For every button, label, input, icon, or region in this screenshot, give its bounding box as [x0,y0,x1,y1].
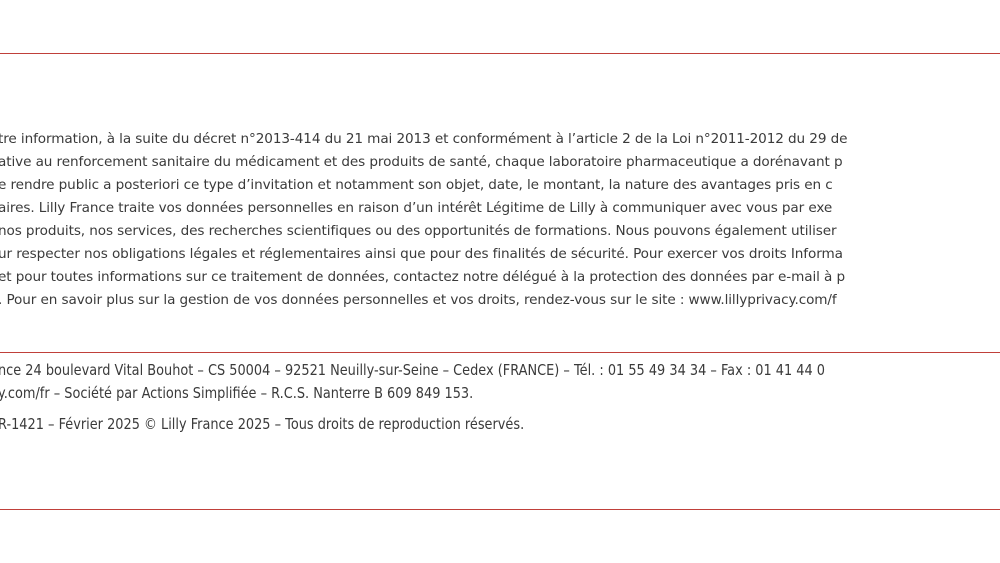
body-line: tre information, à la suite du décret n°… [0,131,848,147]
top-divider [0,53,1000,54]
company-registration: y.com/fr – Société par Actions Simplifié… [0,384,474,402]
bottom-divider [0,509,1000,510]
company-address: nce 24 boulevard Vital Bouhot – CS 50004… [0,361,826,379]
middle-divider [0,352,1000,353]
body-line: nos produits, nos services, des recherch… [0,223,837,239]
body-line: et pour toutes informations sur ce trait… [0,269,846,285]
copyright-line: R-1421 – Février 2025 © Lilly France 202… [0,415,525,433]
body-line: ative au renforcement sanitaire du médic… [0,154,843,170]
body-line: e rendre public a posteriori ce type d’i… [0,177,833,193]
body-line: . Pour en savoir plus sur la gestion de … [0,292,837,308]
body-line: aires. Lilly France traite vos données p… [0,200,833,216]
body-line: ur respecter nos obligations légales et … [0,246,843,262]
